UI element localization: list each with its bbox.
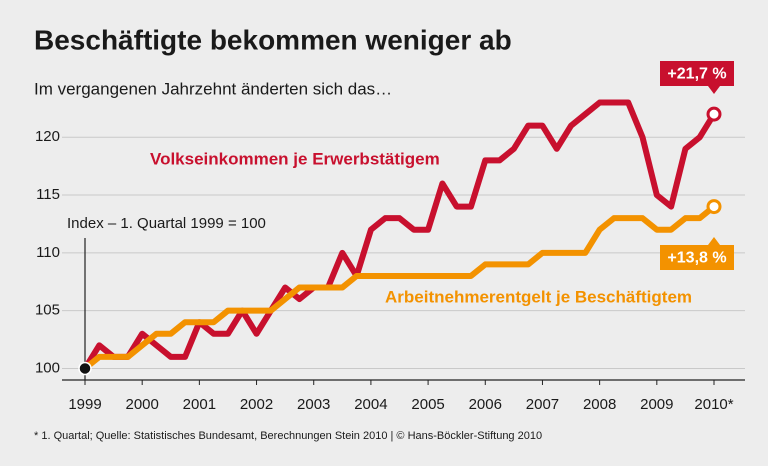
- y-tick-label: 105: [35, 302, 60, 319]
- annotation-label: +21,7 %: [667, 66, 726, 83]
- series-label: Arbeitnehmerentgelt je Beschäftigtem: [385, 287, 692, 306]
- end-marker: [706, 199, 722, 215]
- annotation-label: +13,8 %: [667, 250, 726, 267]
- x-tick-label: 2006: [469, 396, 502, 413]
- x-tick-label: 2000: [125, 396, 158, 413]
- x-tick-label: 2003: [297, 396, 330, 413]
- series-line: [82, 99, 717, 371]
- annotation-box: [660, 237, 734, 270]
- annotation-box: [660, 61, 734, 94]
- x-tick-label: 2002: [240, 396, 273, 413]
- y-tick-label: 115: [36, 186, 60, 203]
- x-tick-label: 2008: [583, 396, 616, 413]
- footnote: * 1. Quartal; Quelle: Statistisches Bund…: [34, 430, 542, 442]
- series-line: [83, 204, 716, 371]
- series-label: Volkseinkommen je Erwerbstätigem: [150, 149, 440, 168]
- x-tick-label: 2009: [640, 396, 673, 413]
- x-tick-label: 2010*: [694, 396, 733, 413]
- x-tick-label: 2005: [411, 396, 444, 413]
- x-tick-label: 2001: [183, 396, 216, 413]
- chart-title: Beschäftigte bekommen weniger ab: [34, 24, 512, 55]
- x-tick-label: 2004: [354, 396, 387, 413]
- y-tick-label: 110: [36, 244, 60, 261]
- y-tick-label: 120: [35, 128, 60, 145]
- y-axis-label: Index – 1. Quartal 1999 = 100: [67, 215, 266, 232]
- chart-subtitle: Im vergangenen Jahrzehnt änderten sich d…: [34, 79, 392, 98]
- y-tick-label: 100: [35, 359, 60, 376]
- end-marker: [706, 106, 722, 122]
- x-tick-label: 2007: [526, 396, 559, 413]
- x-tick-label: 1999: [68, 396, 101, 413]
- start-marker: [78, 361, 92, 376]
